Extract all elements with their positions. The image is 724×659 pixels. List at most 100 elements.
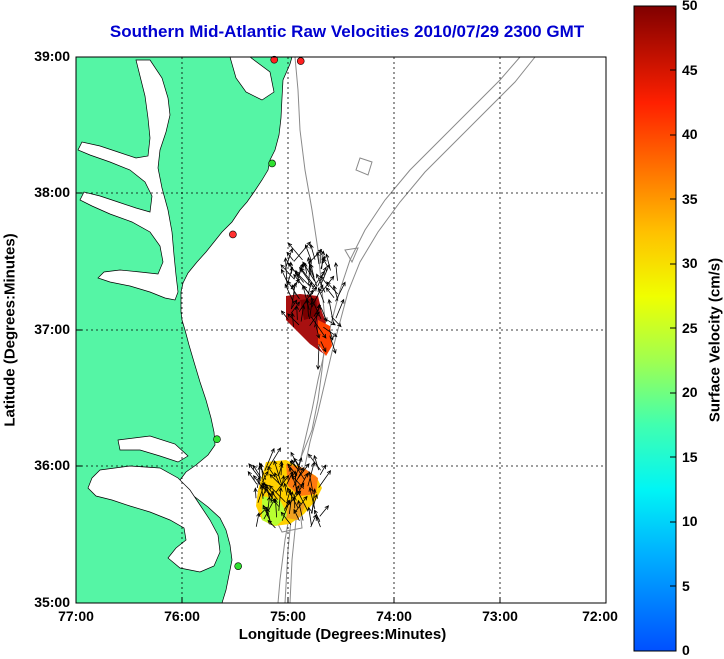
velocity-arrow <box>291 282 297 309</box>
radar-station-marker <box>213 435 221 444</box>
radar-station-marker <box>296 57 305 65</box>
velocity-arrow <box>310 316 327 339</box>
velocity-arrow <box>264 447 275 471</box>
axis-ticks <box>76 192 501 603</box>
velocity-arrow <box>319 505 330 517</box>
velocity-arrow <box>320 275 330 288</box>
velocity-arrow <box>310 296 322 320</box>
velocity-arrow <box>280 264 295 280</box>
velocity-arrow <box>329 335 337 355</box>
y-tick-label: 39:00 <box>34 48 70 64</box>
velocity-arrow <box>329 329 334 341</box>
map-title: Southern Mid-Atlantic Raw Velocities 201… <box>109 22 585 41</box>
velocity-arrow <box>313 454 320 471</box>
velocity-arrow <box>287 242 303 261</box>
velocity-arrow <box>281 474 286 486</box>
colorbar-tick-label: 20 <box>682 384 698 400</box>
velocity-arrow <box>309 263 315 278</box>
velocity-arrow <box>266 495 272 517</box>
velocity-arrow <box>267 519 276 529</box>
colorbar-tick-label: 15 <box>682 449 698 465</box>
colorbar-tick-label: 30 <box>682 255 698 271</box>
velocity-arrow <box>297 490 308 511</box>
x-axis-label: Longitude (Degrees:Minutes) <box>238 626 447 643</box>
y-tick-label: 37:00 <box>34 321 70 337</box>
y-tick-label: 36:00 <box>34 457 70 473</box>
velocity-arrow <box>280 310 289 320</box>
velocity-arrow <box>335 298 345 319</box>
radar-station-marker <box>234 562 242 570</box>
velocity-arrow <box>311 270 326 290</box>
velocity-arrow <box>297 499 304 521</box>
velocity-arrow <box>294 457 303 479</box>
velocity-arrow <box>286 489 292 502</box>
velocity-arrow <box>332 284 339 301</box>
velocity-arrow <box>316 344 321 370</box>
velocity-vectors <box>247 241 346 529</box>
colorbar <box>633 5 677 652</box>
delaware-bay <box>229 56 275 101</box>
velocity-arrow <box>283 257 288 284</box>
velocity-arrow <box>306 256 312 276</box>
velocity-arrow <box>286 251 294 261</box>
velocity-arrow <box>301 284 310 310</box>
velocity-arrow <box>278 462 284 477</box>
y-tick-label: 35:00 <box>34 594 70 610</box>
colorbar-ticks <box>670 69 676 587</box>
velocity-arrow <box>273 459 282 485</box>
velocity-arrow <box>255 512 261 527</box>
velocity-arrow <box>286 471 294 485</box>
velocity-arrow <box>284 247 294 269</box>
velocity-arrow <box>310 493 318 514</box>
velocity-arrow <box>315 516 321 528</box>
radar-station-marker <box>270 55 279 64</box>
velocity-arrow <box>308 248 323 264</box>
velocity-arrow <box>247 470 258 485</box>
colorbar-tick-label: 5 <box>682 578 690 594</box>
velocity-arrow <box>303 262 308 274</box>
velocity-arrow <box>307 506 312 526</box>
velocity-arrow <box>248 463 261 480</box>
velocity-arrow <box>309 300 314 320</box>
velocity-arrow <box>263 498 276 520</box>
velocity-arrow <box>290 451 301 471</box>
velocity-arrow <box>304 244 313 262</box>
velocity-arrow <box>266 447 281 471</box>
velocity-arrow <box>265 507 272 525</box>
velocity-arrow <box>316 273 326 293</box>
velocity-arrow <box>280 511 292 525</box>
x-tick-label: 74:00 <box>376 608 412 624</box>
colorbar-tick-label: 0 <box>682 642 690 658</box>
chesapeake-bay <box>77 59 179 301</box>
colorbar-label: Surface Velocity (cm/s) <box>706 257 724 423</box>
x-tick-label: 76:00 <box>164 608 200 624</box>
velocity-arrow <box>253 487 258 499</box>
velocity-arrow <box>264 488 273 499</box>
colorbar-tick-label: 40 <box>682 126 698 142</box>
velocity-arrow <box>283 482 288 496</box>
velocity-arrow <box>252 464 262 479</box>
radar-station-marker <box>229 230 237 239</box>
velocity-arrow <box>269 473 283 487</box>
velocity-arrow <box>331 316 342 328</box>
velocity-arrow <box>307 461 316 487</box>
velocity-arrow <box>299 266 314 288</box>
velocity-arrow <box>315 324 321 339</box>
velocity-arrow <box>314 509 321 522</box>
velocity-arrow <box>300 304 306 322</box>
velocity-arrow <box>278 486 283 511</box>
velocity-arrow <box>258 506 268 516</box>
velocity-arrow <box>264 483 278 500</box>
velocity-arrow <box>294 269 300 283</box>
velocity-arrow <box>292 484 300 501</box>
velocity-arrow <box>293 241 311 262</box>
velocity-arrow <box>320 255 326 269</box>
velocity-arrow <box>287 313 300 326</box>
velocity-arrow <box>290 301 300 314</box>
velocity-arrow <box>287 280 300 300</box>
radar-station-marker <box>268 159 276 168</box>
velocity-arrow <box>267 465 276 478</box>
x-tick-label: 77:00 <box>58 608 94 624</box>
velocity-arrow <box>307 470 314 495</box>
x-tick-label: 72:00 <box>582 608 618 624</box>
